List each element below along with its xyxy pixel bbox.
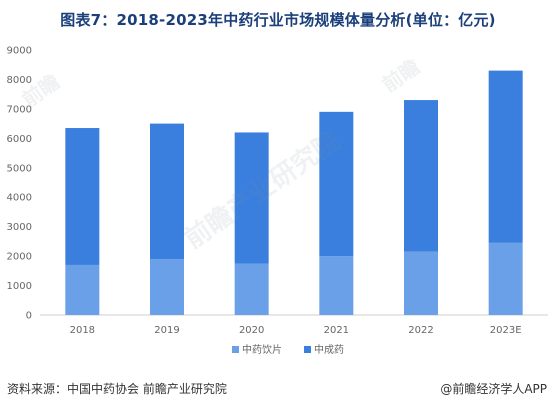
legend-swatch-chengyao: [304, 346, 311, 353]
bar-chengyao-2021: [319, 111, 354, 257]
bar-yinpian-2018: [65, 264, 100, 315]
x-tick-label: 2020: [239, 325, 264, 336]
y-tick-label: 5000: [7, 163, 32, 174]
bar-yinpian-2022: [404, 251, 438, 315]
chart-title: 图表7：2018-2023年中药行业市场规模体量分析(单位：亿元): [60, 11, 496, 29]
source-note: 资料来源：中国中药协会 前瞻产业研究院: [7, 382, 227, 396]
bar-yinpian-2021: [319, 256, 354, 315]
y-tick-label: 4000: [7, 193, 32, 204]
y-tick-label: 6000: [7, 134, 32, 145]
bar-chengyao-2020: [234, 132, 269, 264]
bar-yinpian-2020: [234, 263, 269, 315]
bar-yinpian-2023E: [488, 242, 523, 315]
x-tick-label: 2019: [154, 325, 179, 336]
y-tick-label: 1000: [7, 281, 32, 292]
bar-chengyao-2022: [404, 100, 438, 252]
y-tick-label: 8000: [7, 75, 32, 86]
legend-label-yinpian: 中药饮片: [242, 343, 282, 356]
x-tick-label: 2018: [70, 325, 95, 336]
x-tick-label: 2023E: [490, 325, 522, 336]
legend-label-chengyao: 中成药: [314, 343, 344, 356]
y-tick-label: 7000: [7, 104, 32, 115]
brand-credit: @前瞻经济学人APP: [440, 382, 547, 396]
x-tick-label: 2021: [324, 325, 349, 336]
bar-chengyao-2023E: [488, 70, 523, 243]
y-tick-label: 9000: [7, 46, 32, 57]
bar-yinpian-2019: [150, 259, 184, 315]
legend-swatch-yinpian: [232, 346, 239, 353]
y-tick-label: 2000: [7, 252, 32, 263]
y-tick-label: 0: [26, 311, 32, 322]
bar-chengyao-2018: [65, 128, 100, 265]
bar-chengyao-2019: [150, 123, 184, 260]
x-tick-label: 2022: [408, 325, 433, 336]
y-tick-label: 3000: [7, 222, 32, 233]
